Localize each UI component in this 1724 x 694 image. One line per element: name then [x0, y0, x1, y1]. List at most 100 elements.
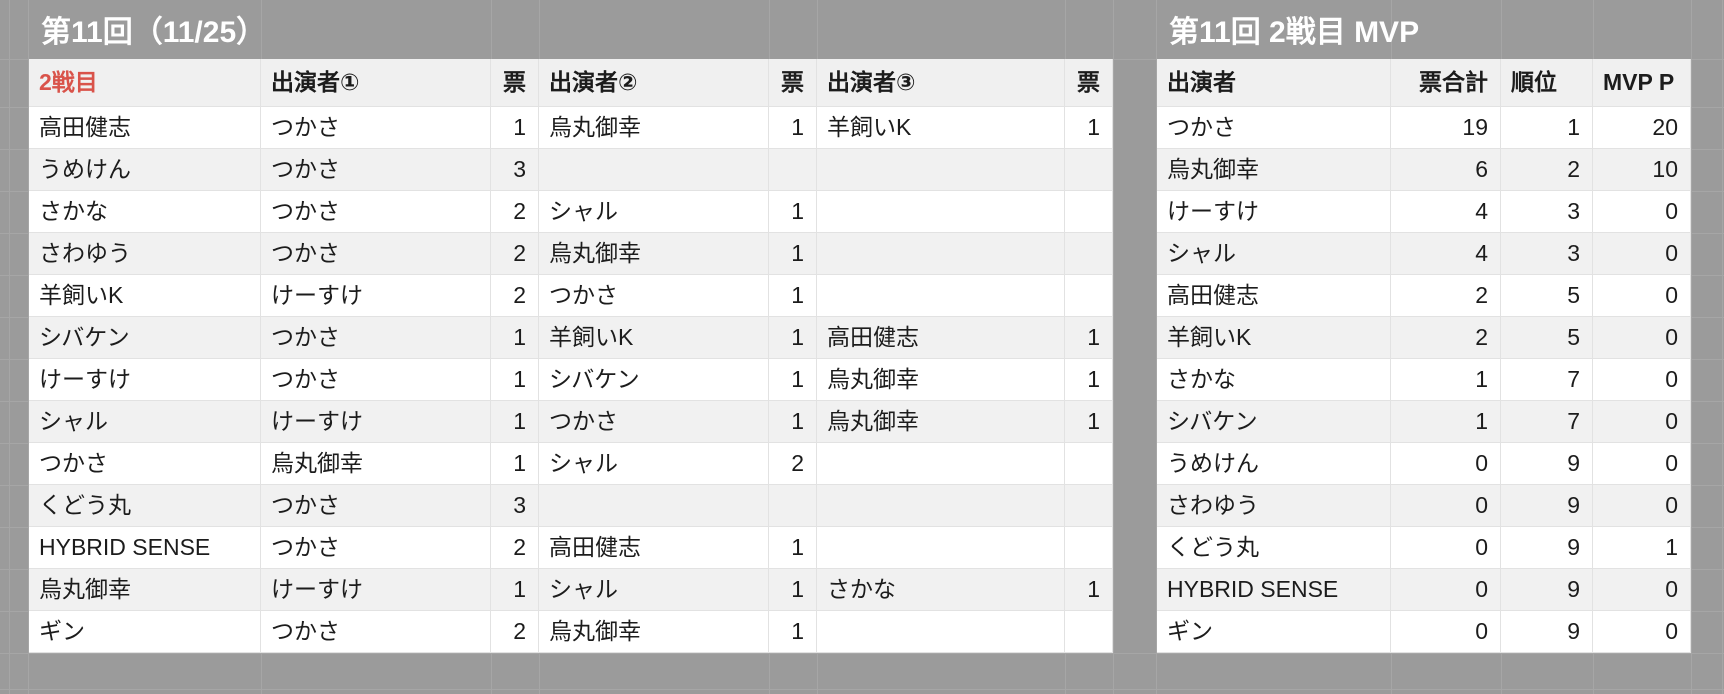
cell-voter-name[interactable]: HYBRID SENSE: [29, 527, 261, 569]
cell-votes1[interactable]: 1: [491, 443, 539, 485]
cell-votes1[interactable]: 2: [491, 275, 539, 317]
right-table-title[interactable]: 第11回 2戦目 MVP: [1169, 16, 1420, 49]
cell-voter-name[interactable]: つかさ: [29, 443, 261, 485]
cell-votes2[interactable]: 1: [769, 569, 817, 611]
cell-performer2[interactable]: 羊飼いK: [539, 317, 769, 359]
cell-votes2[interactable]: 1: [769, 107, 817, 149]
cell-votes3[interactable]: [1065, 149, 1113, 191]
cell-voter-name[interactable]: くどう丸: [29, 485, 261, 527]
cell-performer2[interactable]: 烏丸御幸: [539, 611, 769, 653]
cell-mvp-points[interactable]: 0: [1593, 191, 1691, 233]
cell-vote-total[interactable]: 2: [1391, 275, 1501, 317]
cell-votes2[interactable]: 1: [769, 191, 817, 233]
header-votes2[interactable]: 票: [769, 59, 817, 107]
cell-performer[interactable]: 羊飼いK: [1157, 317, 1391, 359]
cell-performer1[interactable]: つかさ: [261, 611, 491, 653]
cell-rank[interactable]: 9: [1501, 527, 1593, 569]
cell-votes3[interactable]: [1065, 611, 1113, 653]
cell-performer[interactable]: シャル: [1157, 233, 1391, 275]
cell-rank[interactable]: 3: [1501, 191, 1593, 233]
cell-voter-name[interactable]: 烏丸御幸: [29, 569, 261, 611]
cell-votes2[interactable]: 1: [769, 401, 817, 443]
cell-performer2[interactable]: シャル: [539, 443, 769, 485]
cell-votes1[interactable]: 2: [491, 233, 539, 275]
cell-rank[interactable]: 9: [1501, 611, 1593, 653]
cell-rank[interactable]: 7: [1501, 359, 1593, 401]
cell-performer1[interactable]: けーすけ: [261, 275, 491, 317]
cell-votes2[interactable]: 1: [769, 233, 817, 275]
cell-performer2[interactable]: シバケン: [539, 359, 769, 401]
cell-rank[interactable]: 1: [1501, 107, 1593, 149]
cell-votes3[interactable]: 1: [1065, 359, 1113, 401]
cell-votes1[interactable]: 1: [491, 107, 539, 149]
cell-votes3[interactable]: 1: [1065, 317, 1113, 359]
cell-mvp-points[interactable]: 0: [1593, 569, 1691, 611]
cell-votes3[interactable]: [1065, 191, 1113, 233]
cell-vote-total[interactable]: 4: [1391, 233, 1501, 275]
cell-votes2[interactable]: 1: [769, 317, 817, 359]
cell-performer2[interactable]: 烏丸御幸: [539, 233, 769, 275]
cell-performer1[interactable]: つかさ: [261, 191, 491, 233]
cell-vote-total[interactable]: 0: [1391, 443, 1501, 485]
cell-mvp-points[interactable]: 0: [1593, 401, 1691, 443]
cell-voter-name[interactable]: ギン: [29, 611, 261, 653]
cell-mvp-points[interactable]: 0: [1593, 233, 1691, 275]
cell-voter-name[interactable]: さわゆう: [29, 233, 261, 275]
cell-rank[interactable]: 9: [1501, 569, 1593, 611]
cell-performer1[interactable]: つかさ: [261, 107, 491, 149]
cell-performer[interactable]: シバケン: [1157, 401, 1391, 443]
cell-votes3[interactable]: [1065, 527, 1113, 569]
cell-vote-total[interactable]: 2: [1391, 317, 1501, 359]
cell-votes1[interactable]: 1: [491, 317, 539, 359]
cell-voter-name[interactable]: 高田健志: [29, 107, 261, 149]
cell-performer1[interactable]: つかさ: [261, 359, 491, 401]
header-round-label[interactable]: 2戦目: [29, 59, 261, 107]
cell-votes3[interactable]: [1065, 443, 1113, 485]
cell-performer[interactable]: HYBRID SENSE: [1157, 569, 1391, 611]
cell-vote-total[interactable]: 19: [1391, 107, 1501, 149]
cell-performer[interactable]: けーすけ: [1157, 191, 1391, 233]
cell-mvp-points[interactable]: 1: [1593, 527, 1691, 569]
cell-performer2[interactable]: つかさ: [539, 401, 769, 443]
cell-vote-total[interactable]: 0: [1391, 485, 1501, 527]
cell-vote-total[interactable]: 6: [1391, 149, 1501, 191]
cell-voter-name[interactable]: シャル: [29, 401, 261, 443]
cell-rank[interactable]: 9: [1501, 443, 1593, 485]
cell-performer[interactable]: うめけん: [1157, 443, 1391, 485]
cell-mvp-points[interactable]: 0: [1593, 611, 1691, 653]
cell-mvp-points[interactable]: 0: [1593, 359, 1691, 401]
header-performer3[interactable]: 出演者③: [817, 59, 1065, 107]
cell-voter-name[interactable]: うめけん: [29, 149, 261, 191]
cell-performer2[interactable]: [539, 485, 769, 527]
cell-rank[interactable]: 7: [1501, 401, 1593, 443]
header-votes3[interactable]: 票: [1065, 59, 1113, 107]
cell-performer2[interactable]: つかさ: [539, 275, 769, 317]
cell-performer[interactable]: さわゆう: [1157, 485, 1391, 527]
cell-votes2[interactable]: [769, 149, 817, 191]
cell-performer1[interactable]: 烏丸御幸: [261, 443, 491, 485]
cell-performer3[interactable]: [817, 275, 1065, 317]
cell-vote-total[interactable]: 0: [1391, 569, 1501, 611]
cell-votes3[interactable]: 1: [1065, 107, 1113, 149]
cell-performer2[interactable]: 烏丸御幸: [539, 107, 769, 149]
cell-vote-total[interactable]: 4: [1391, 191, 1501, 233]
cell-vote-total[interactable]: 1: [1391, 401, 1501, 443]
cell-performer3[interactable]: [817, 527, 1065, 569]
cell-mvp-points[interactable]: 0: [1593, 317, 1691, 359]
cell-votes1[interactable]: 1: [491, 401, 539, 443]
cell-performer3[interactable]: [817, 149, 1065, 191]
cell-performer[interactable]: 烏丸御幸: [1157, 149, 1391, 191]
cell-mvp-points[interactable]: 0: [1593, 443, 1691, 485]
cell-performer3[interactable]: さかな: [817, 569, 1065, 611]
cell-votes1[interactable]: 2: [491, 527, 539, 569]
cell-votes3[interactable]: [1065, 485, 1113, 527]
cell-vote-total[interactable]: 0: [1391, 527, 1501, 569]
cell-votes2[interactable]: 1: [769, 275, 817, 317]
header-rank[interactable]: 順位: [1501, 59, 1593, 107]
cell-rank[interactable]: 9: [1501, 485, 1593, 527]
cell-performer1[interactable]: けーすけ: [261, 569, 491, 611]
cell-performer1[interactable]: つかさ: [261, 317, 491, 359]
cell-rank[interactable]: 5: [1501, 275, 1593, 317]
cell-votes1[interactable]: 1: [491, 359, 539, 401]
cell-performer2[interactable]: 高田健志: [539, 527, 769, 569]
